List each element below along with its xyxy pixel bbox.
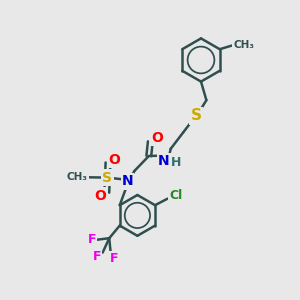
Text: H: H [171,156,181,170]
Text: S: S [102,171,112,184]
Text: O: O [109,153,121,166]
Text: CH₃: CH₃ [233,40,254,50]
Text: CH₃: CH₃ [67,172,88,182]
Text: N: N [158,154,169,168]
Text: Cl: Cl [169,189,183,202]
Text: S: S [190,108,201,123]
Text: F: F [110,252,118,265]
Text: N: N [122,175,133,188]
Text: O: O [94,189,106,202]
Text: F: F [93,250,101,263]
Text: F: F [88,233,96,246]
Text: O: O [151,131,163,145]
